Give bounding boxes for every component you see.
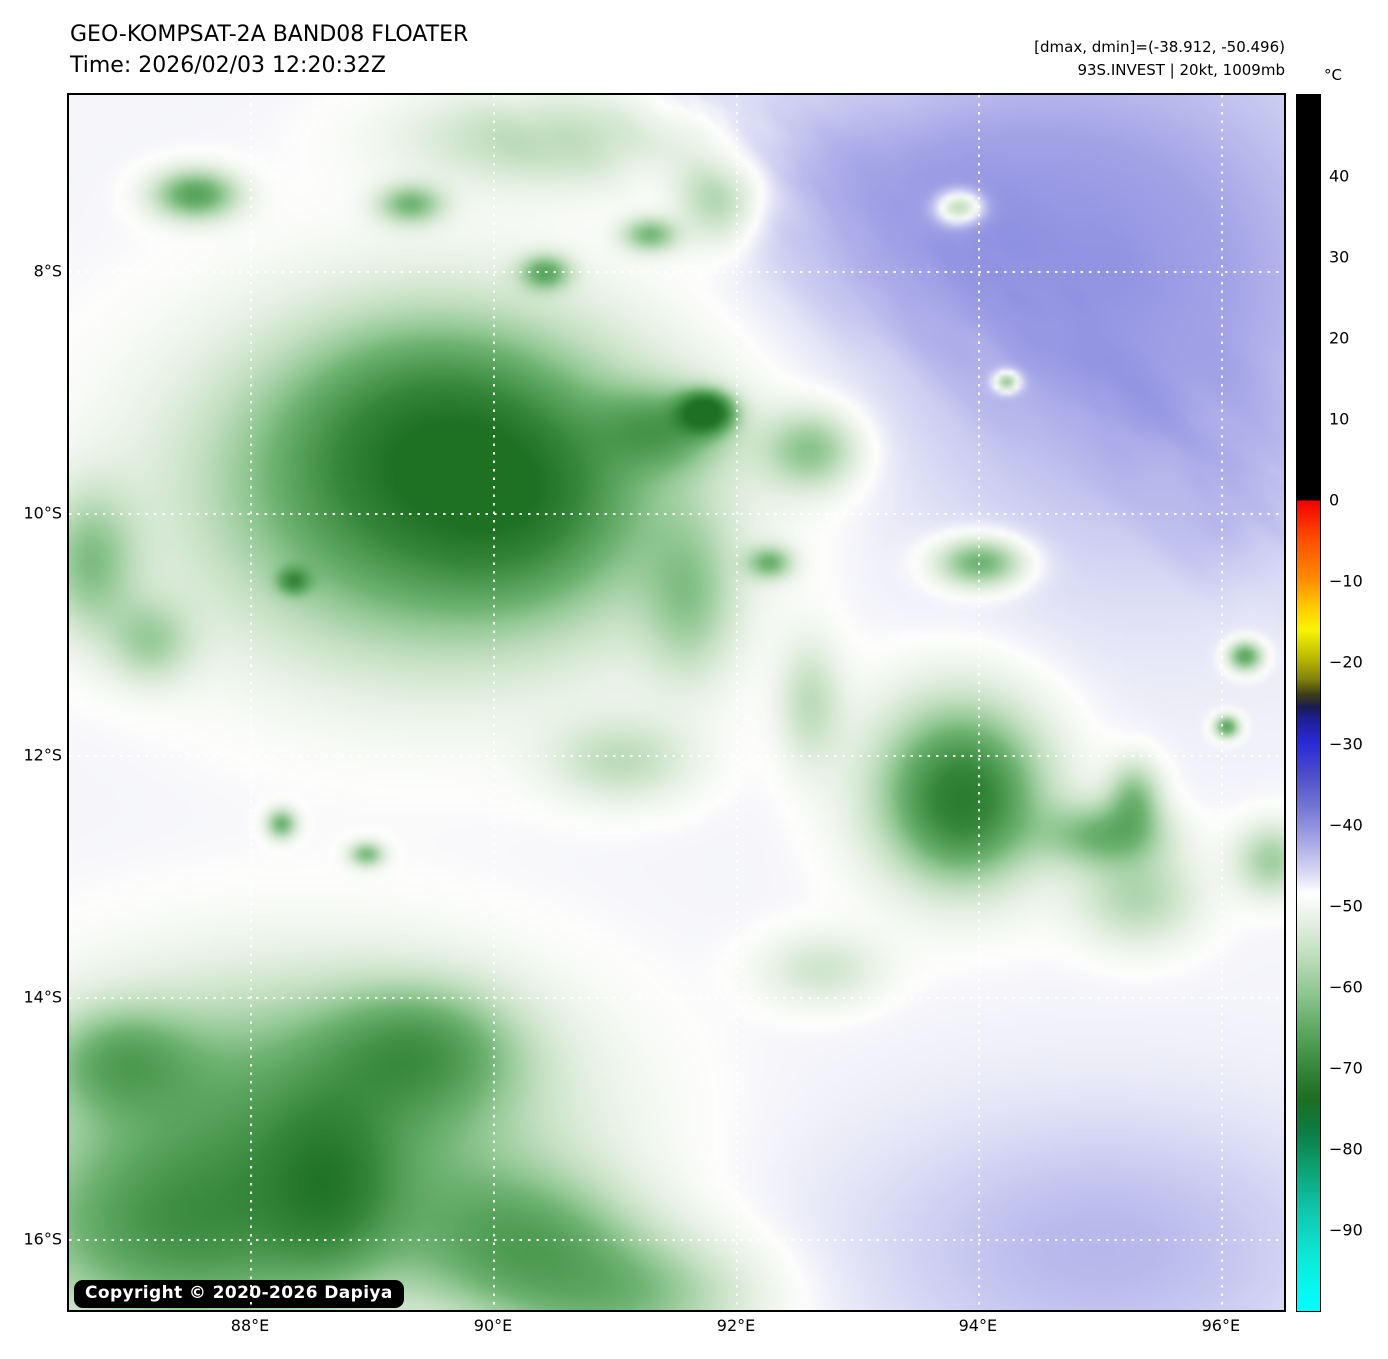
x-grid-line [736,95,739,1310]
y-grid-line [69,1238,1284,1241]
x-tick-label: 92°E [716,1316,756,1335]
figure-title: GEO-KOMPSAT-2A BAND08 FLOATER [70,22,469,47]
colorbar-tick-label: 30 [1329,247,1350,267]
x-tick-label: 94°E [958,1316,998,1335]
colorbar-tick-label: −50 [1329,896,1363,916]
colorbar-tick-label: −30 [1329,734,1363,754]
satellite-map-axes: Copyright © 2020-2026 Dapiya [67,93,1286,1312]
y-tick-label: 8°S [33,261,62,281]
x-grid-line [493,95,496,1310]
satellite-imagery-canvas [69,95,1284,1310]
y-tick-label: 12°S [23,745,62,765]
dmax-dmin-annotation: [dmax, dmin]=(-38.912, -50.496) [1034,38,1285,56]
y-grid-line [69,997,1284,1000]
colorbar-tick-label: −20 [1329,652,1363,672]
y-tick-label: 10°S [23,503,62,523]
colorbar-tick-label: −60 [1329,977,1363,997]
figure-timestamp: Time: 2026/02/03 12:20:32Z [70,53,386,78]
y-grid-line [69,271,1284,274]
x-tick-label: 90°E [473,1316,513,1335]
colorbar-tick-label: 20 [1329,328,1350,348]
x-tick-label: 96°E [1201,1316,1241,1335]
x-grid-line [250,95,253,1310]
x-grid-line [977,95,980,1310]
storm-info-annotation: 93S.INVEST | 20kt, 1009mb [1077,61,1285,79]
colorbar-tick-label: −90 [1329,1220,1363,1240]
x-tick-label: 88°E [230,1316,270,1335]
copyright-badge: Copyright © 2020-2026 Dapiya [74,1280,404,1308]
y-grid-line [69,512,1284,515]
colorbar-tick-label: −70 [1329,1058,1363,1078]
y-tick-label: 16°S [23,1229,62,1249]
colorbar-tick-label: −10 [1329,571,1363,591]
y-tick-label: 14°S [23,987,62,1007]
colorbar-tick-label: 0 [1329,490,1340,510]
colorbar [1296,94,1321,1312]
figure-annotations: [dmax, dmin]=(-38.912, -50.496) 93S.INVE… [1034,36,1285,82]
colorbar-unit-label: °C [1324,66,1342,84]
colorbar-tick-label: 40 [1329,166,1350,186]
colorbar-tick-label: −40 [1329,815,1363,835]
colorbar-tick-label: 10 [1329,409,1350,429]
colorbar-tick-label: −80 [1329,1139,1363,1159]
y-grid-line [69,754,1284,757]
x-grid-line [1220,95,1223,1310]
